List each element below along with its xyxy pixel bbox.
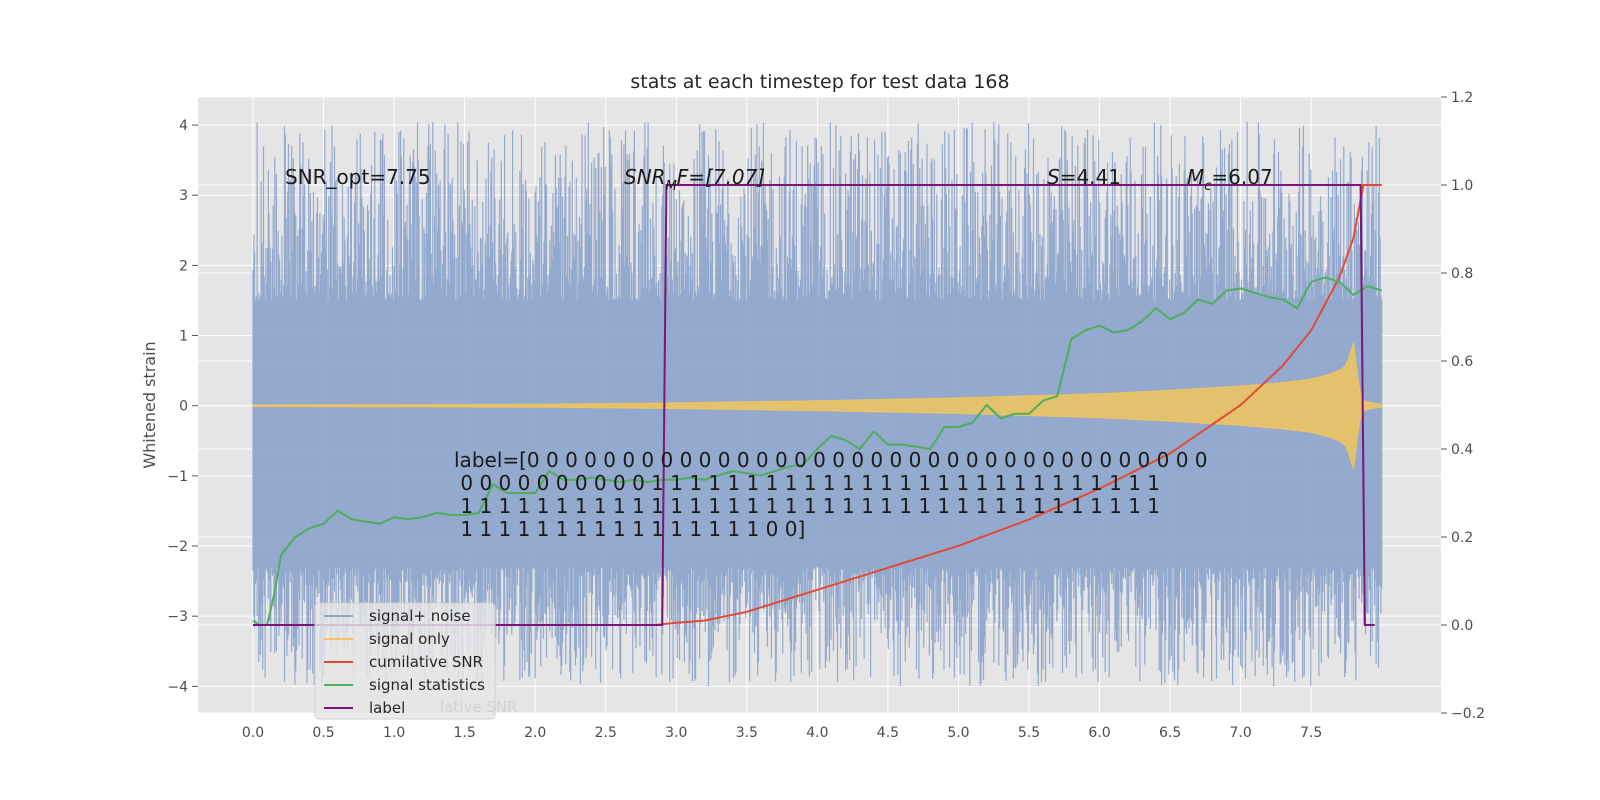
x-tick-label: 0.5 bbox=[312, 725, 334, 741]
y2-tick-label: 0.4 bbox=[1451, 442, 1473, 458]
annotation-s-stat: S=4.41 bbox=[1047, 165, 1121, 189]
y-tick-label: 3 bbox=[179, 188, 188, 204]
y2-tick-label: 0.2 bbox=[1451, 530, 1473, 546]
y2-tick-label: −0.2 bbox=[1451, 706, 1485, 722]
y2-tick-label: 1.2 bbox=[1451, 90, 1473, 106]
label-array-line: 0 0 0 0 0 0 0 0 0 0 1 1 1 1 1 1 1 1 1 1 … bbox=[454, 471, 1160, 495]
legend-label-label: label bbox=[369, 699, 405, 717]
legend-label-signal-statistics: signal statistics bbox=[369, 676, 485, 694]
y-tick-label: 0 bbox=[179, 399, 188, 415]
y2-tick-label: 0.0 bbox=[1451, 618, 1473, 634]
x-tick-label: 7.0 bbox=[1230, 725, 1252, 741]
annotation-snr-mf: SNRMF=[7.07] bbox=[624, 165, 765, 194]
legend-ghost-text: lative SNR bbox=[440, 698, 517, 716]
axes-ticks: 0.0 0.5 1.0 1.5 2.0 2.5 3.0 3.5 4.0 4.5 5.0 5.5 6.0 6… bbox=[167, 90, 1485, 741]
y-axis-label: Whitened strain bbox=[140, 341, 159, 468]
x-tick-label: 3.5 bbox=[736, 725, 758, 741]
y-tick-label: −4 bbox=[167, 679, 188, 695]
y-tick-label: 1 bbox=[179, 329, 188, 345]
legend-label-cumulative-snr: cumilative SNR bbox=[369, 653, 483, 671]
x-tick-label: 3.0 bbox=[665, 725, 687, 741]
y-tick-label: −3 bbox=[167, 609, 188, 625]
label-array-annotation: label=[0 0 0 0 0 0 0 0 0 0 0 0 0 0 0 0 0… bbox=[454, 448, 1208, 541]
legend-label-signal-only: signal only bbox=[369, 630, 450, 648]
series-signal-only bbox=[252, 342, 1383, 469]
signal-statistics-line bbox=[252, 276, 1382, 626]
x-tick-label: 2.5 bbox=[595, 725, 617, 741]
x-tick-label: 1.0 bbox=[383, 725, 405, 741]
x-tick-label: 5.0 bbox=[947, 725, 969, 741]
y-tick-label: 4 bbox=[179, 118, 188, 134]
x-tick-label: 6.0 bbox=[1088, 725, 1110, 741]
y-tick-label: −1 bbox=[167, 469, 188, 485]
x-tick-label: 0.0 bbox=[242, 725, 264, 741]
label-array-line: 1 1 1 1 1 1 1 1 1 1 1 1 1 1 1 1 0 0] bbox=[454, 517, 805, 541]
chart-title: stats at each timestep for test data 168 bbox=[630, 71, 1009, 93]
x-tick-label: 6.5 bbox=[1159, 725, 1181, 741]
series-signal-noise bbox=[252, 121, 1383, 687]
y2-tick-label: 1.0 bbox=[1451, 178, 1473, 194]
x-tick-label: 1.5 bbox=[454, 725, 476, 741]
y2-tick-label: 0.6 bbox=[1451, 354, 1473, 370]
label-step-line bbox=[253, 184, 1375, 626]
x-tick-label: 7.5 bbox=[1300, 725, 1322, 741]
x-tick-label: 4.0 bbox=[806, 725, 828, 741]
right-axis-series bbox=[252, 184, 1382, 626]
y2-tick-label: 0.8 bbox=[1451, 266, 1473, 282]
annotation-chirp-mass: Mc=6.07 bbox=[1187, 165, 1273, 194]
x-tick-label: 4.5 bbox=[877, 725, 899, 741]
label-array-line: 1 1 1 1 1 1 1 1 1 1 1 1 1 1 1 1 1 1 1 1 … bbox=[454, 494, 1160, 518]
signal-only-envelope bbox=[252, 342, 1383, 469]
y-tick-label: 2 bbox=[179, 258, 188, 274]
x-tick-label: 2.0 bbox=[524, 725, 546, 741]
legend-box bbox=[314, 602, 496, 720]
annotation-snr-opt: SNR_opt=7.75 bbox=[285, 165, 431, 189]
y-tick-label: −2 bbox=[167, 539, 188, 555]
legend: lative SNR signal+ noise signal only cum… bbox=[314, 602, 517, 720]
x-tick-label: 5.5 bbox=[1018, 725, 1040, 741]
legend-label-signal-noise: signal+ noise bbox=[369, 607, 471, 625]
label-array-line: label=[0 0 0 0 0 0 0 0 0 0 0 0 0 0 0 0 0… bbox=[454, 448, 1208, 472]
signal-noise-line bbox=[252, 121, 1383, 687]
